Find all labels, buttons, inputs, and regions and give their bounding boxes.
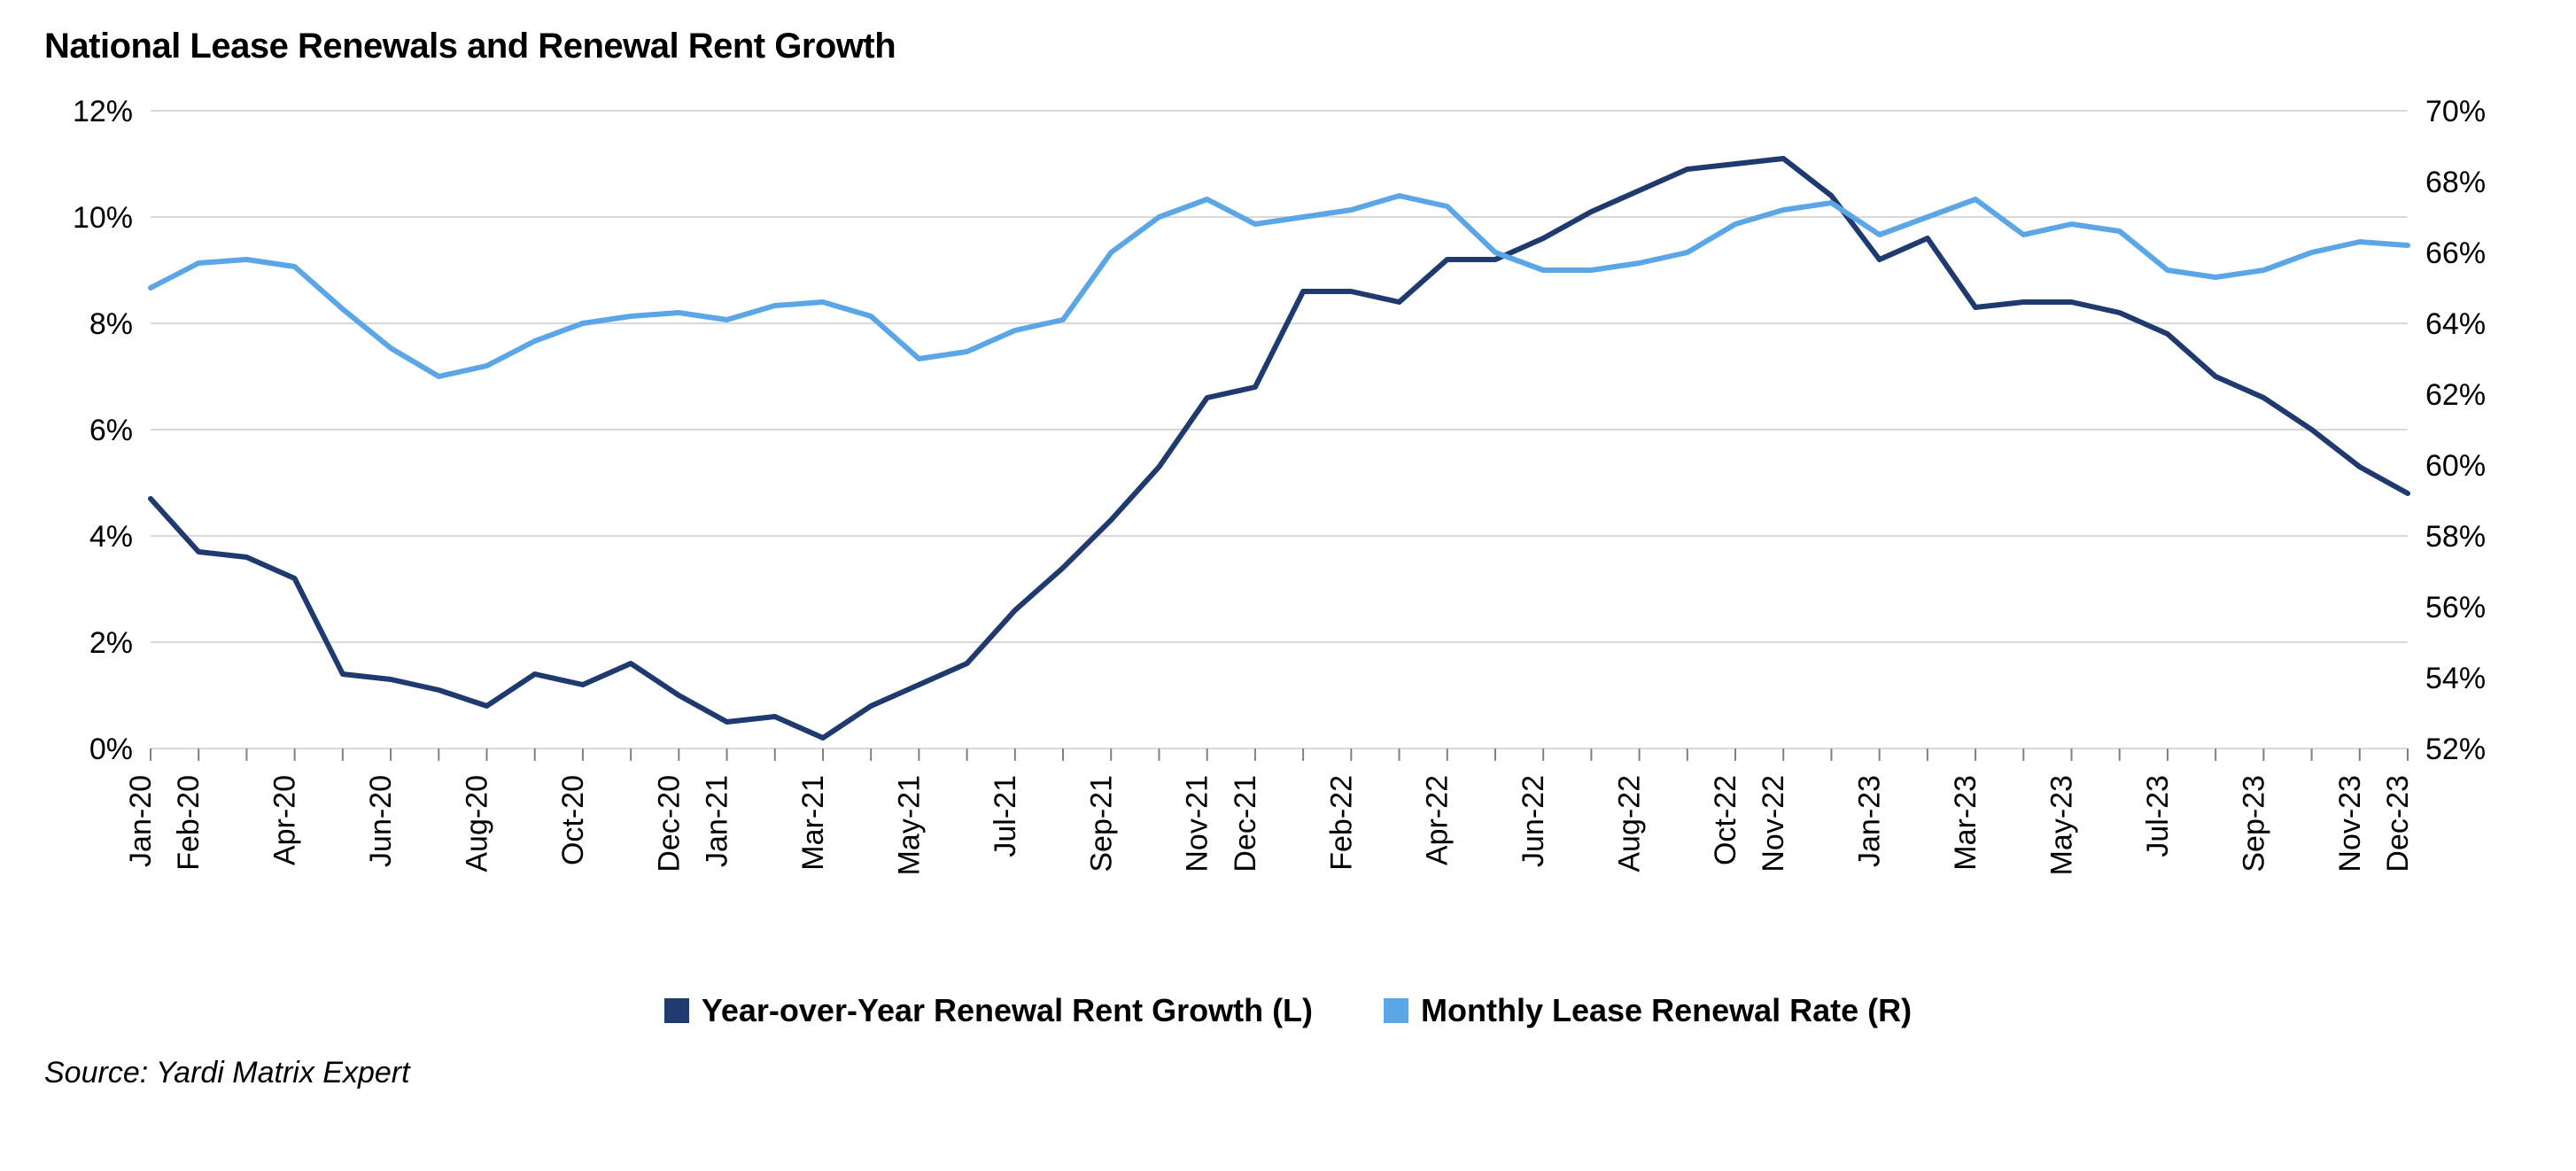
svg-text:Jun-22: Jun-22 [1517,775,1550,867]
line-chart-svg: Jan-20 Feb-20 Apr-20 Jun-20 Aug-20 Oct-20 Dec-… [44,93,2532,979]
chart-plot-area: Jan-20 Feb-20 Apr-20 Jun-20 Aug-20 Oct-20 Dec-… [44,93,2532,979]
svg-text:Jan-23: Jan-23 [1853,775,1887,867]
svg-text:Aug-22: Aug-22 [1613,775,1647,872]
svg-text:Nov-21: Nov-21 [1181,775,1214,872]
svg-text:Dec-23: Dec-23 [2381,775,2415,872]
svg-text:54%: 54% [2425,662,2486,695]
svg-text:Mar-21: Mar-21 [796,775,830,871]
svg-text:Dec-20: Dec-20 [652,775,686,872]
legend-item-rent-growth: Year-over-Year Renewal Rent Growth (L) [664,992,1313,1029]
svg-text:May-23: May-23 [2045,775,2079,875]
legend-item-renewal-rate: Monthly Lease Renewal Rate (R) [1384,992,1912,1029]
svg-text:Jan-21: Jan-21 [701,775,734,867]
svg-text:10%: 10% [73,201,133,235]
legend-label-renewal-rate: Monthly Lease Renewal Rate (R) [1421,992,1912,1029]
svg-text:12%: 12% [73,95,133,128]
svg-text:Oct-22: Oct-22 [1709,775,1742,865]
chart-source: Source: Yardi Matrix Expert [44,1056,2532,1090]
svg-text:8%: 8% [89,307,133,341]
svg-text:Jul-21: Jul-21 [989,775,1022,857]
svg-text:Apr-22: Apr-22 [1421,775,1455,865]
chart-title: National Lease Renewals and Renewal Rent… [44,27,2532,66]
svg-text:Nov-22: Nov-22 [1757,775,1790,872]
svg-text:2%: 2% [89,626,133,660]
svg-text:56%: 56% [2425,591,2486,624]
svg-text:Jul-23: Jul-23 [2141,775,2175,857]
svg-text:Jun-20: Jun-20 [364,775,398,867]
svg-text:Mar-23: Mar-23 [1949,775,1982,871]
svg-text:0%: 0% [89,733,133,766]
svg-text:62%: 62% [2425,378,2486,412]
legend-swatch-rent-growth [664,998,689,1023]
svg-text:Dec-21: Dec-21 [1229,775,1262,872]
svg-text:68%: 68% [2425,166,2486,199]
legend-swatch-renewal-rate [1384,998,1408,1023]
svg-text:64%: 64% [2425,307,2486,341]
svg-text:May-21: May-21 [892,775,926,875]
svg-text:4%: 4% [89,520,133,554]
svg-text:Feb-22: Feb-22 [1324,775,1358,871]
svg-text:Oct-20: Oct-20 [556,775,590,865]
svg-text:Apr-20: Apr-20 [268,775,302,865]
svg-text:Sep-23: Sep-23 [2237,775,2270,872]
legend-label-rent-growth: Year-over-Year Renewal Rent Growth (L) [702,992,1313,1029]
svg-text:70%: 70% [2425,95,2486,128]
svg-text:Feb-20: Feb-20 [172,775,206,871]
chart-container: National Lease Renewals and Renewal Rent… [0,0,2576,1171]
svg-text:66%: 66% [2425,237,2486,270]
svg-text:Jan-20: Jan-20 [124,775,158,867]
svg-text:Nov-23: Nov-23 [2333,775,2367,872]
chart-legend: Year-over-Year Renewal Rent Growth (L) M… [44,992,2532,1029]
svg-text:Sep-21: Sep-21 [1084,775,1118,872]
svg-text:6%: 6% [89,414,133,447]
svg-text:58%: 58% [2425,520,2486,554]
svg-text:Aug-20: Aug-20 [460,775,493,872]
svg-text:52%: 52% [2425,733,2486,766]
svg-text:60%: 60% [2425,449,2486,483]
